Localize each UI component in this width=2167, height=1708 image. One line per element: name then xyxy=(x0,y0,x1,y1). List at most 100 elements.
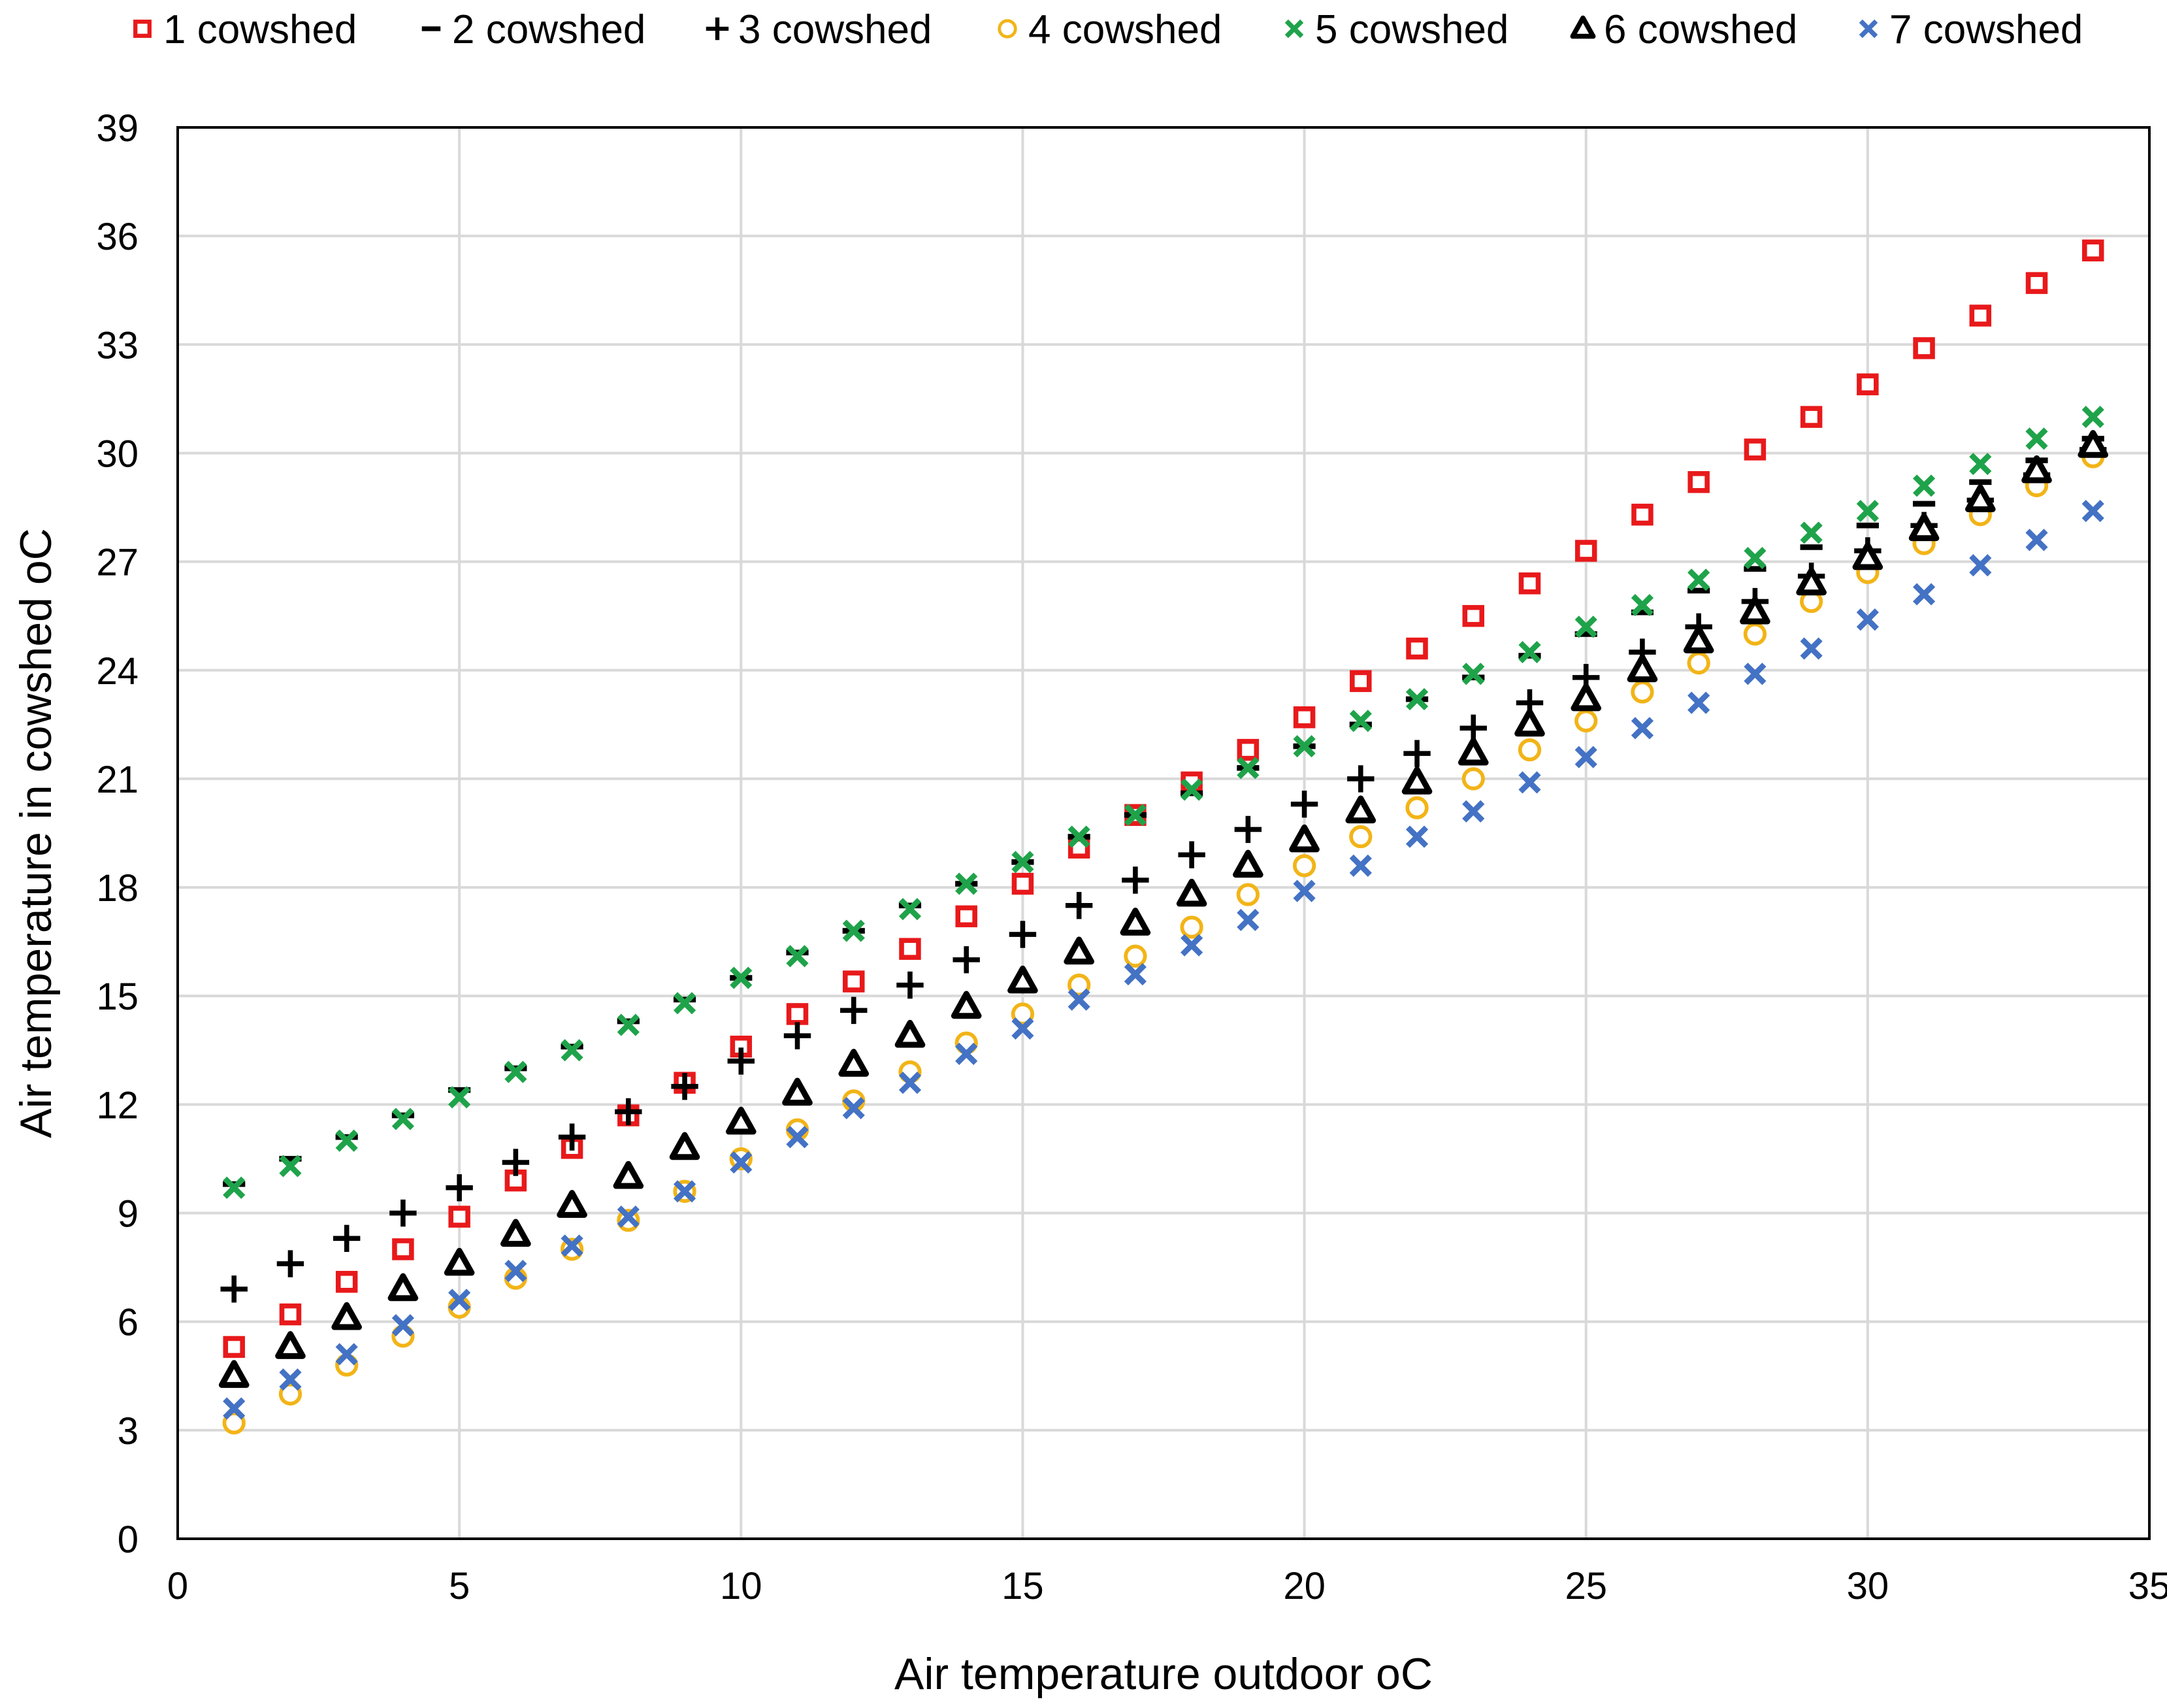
data-point xyxy=(1687,691,1710,714)
data-point xyxy=(1687,568,1710,591)
data-point xyxy=(279,1155,302,1177)
legend-label: 7 cowshed xyxy=(1889,7,2083,52)
data-point xyxy=(727,1047,755,1075)
data-point xyxy=(1067,973,1091,997)
data-point xyxy=(1178,841,1205,868)
x-tick-label: 20 xyxy=(1283,1565,1326,1607)
data-point xyxy=(1574,540,1597,562)
data-point xyxy=(898,1072,922,1094)
x-tick-label: 25 xyxy=(1565,1565,1607,1607)
data-point xyxy=(615,1098,642,1126)
data-point xyxy=(1518,572,1541,595)
data-point xyxy=(1007,965,1038,994)
data-point xyxy=(1124,944,1147,968)
series-5 xyxy=(223,405,2104,1199)
legend-label: 6 cowshed xyxy=(1604,7,1797,52)
data-points xyxy=(218,239,2109,1435)
data-point xyxy=(387,1273,419,1302)
data-point xyxy=(1290,790,1318,818)
data-point xyxy=(448,1206,470,1228)
data-point xyxy=(1349,854,1372,877)
data-point xyxy=(1347,765,1375,793)
data-point xyxy=(783,1022,811,1049)
data-point xyxy=(955,872,978,895)
data-point xyxy=(1403,740,1431,767)
data-point xyxy=(223,1336,245,1358)
data-point xyxy=(1064,936,1094,965)
y-tick-label: 6 xyxy=(118,1302,138,1344)
data-point xyxy=(1237,908,1260,932)
legend-item: 3 cowshed xyxy=(706,7,932,52)
data-point xyxy=(1292,854,1316,878)
data-point xyxy=(894,1019,926,1048)
data-point xyxy=(1176,878,1207,907)
data-point xyxy=(391,1314,415,1337)
data-point xyxy=(1237,757,1260,780)
data-point xyxy=(335,1271,358,1293)
data-point xyxy=(1293,734,1316,758)
data-point xyxy=(2025,529,2048,551)
y-tick-label: 3 xyxy=(118,1410,138,1453)
data-point xyxy=(1462,663,1485,685)
data-point xyxy=(2025,427,2048,450)
data-point xyxy=(335,1343,358,1366)
data-point xyxy=(1289,824,1320,853)
data-point xyxy=(673,992,696,1015)
data-point xyxy=(725,1106,757,1135)
data-point xyxy=(446,1174,473,1202)
data-point xyxy=(279,1303,302,1326)
data-point xyxy=(1405,687,1429,711)
data-point xyxy=(1631,503,1654,526)
data-point xyxy=(617,1205,640,1228)
data-point xyxy=(953,946,980,974)
data-point xyxy=(220,1275,248,1303)
data-point xyxy=(786,945,809,968)
data-point xyxy=(448,1086,471,1109)
data-point xyxy=(617,1013,640,1036)
data-point xyxy=(1856,499,1879,523)
data-point xyxy=(1631,680,1654,704)
data-point xyxy=(1181,934,1203,957)
data-point xyxy=(223,1176,246,1199)
data-point xyxy=(561,1039,583,1062)
data-point xyxy=(1405,796,1429,819)
data-point xyxy=(786,1126,809,1149)
data-point xyxy=(1518,738,1542,762)
data-point xyxy=(1458,737,1489,766)
data-point xyxy=(838,1049,870,1077)
data-point xyxy=(1744,438,1767,461)
data-point xyxy=(1011,851,1034,874)
legend-marker xyxy=(1570,15,1596,39)
data-point xyxy=(1743,622,1767,646)
x-tick-label: 30 xyxy=(1847,1565,1889,1607)
y-tick-label: 15 xyxy=(96,976,138,1018)
legend-label: 3 cowshed xyxy=(738,7,932,52)
data-point xyxy=(1913,337,1935,359)
data-point xyxy=(1574,709,1598,732)
series-7 xyxy=(223,499,2104,1420)
data-point xyxy=(1969,554,1992,577)
data-point xyxy=(1405,825,1429,848)
legend-marker xyxy=(706,17,729,41)
data-point xyxy=(1236,883,1260,906)
data-point xyxy=(1401,766,1433,795)
data-point xyxy=(669,1132,700,1160)
data-point xyxy=(1233,849,1263,878)
plot-area-frame xyxy=(176,126,2151,1540)
data-point xyxy=(782,1077,813,1106)
legend-label: 2 cowshed xyxy=(452,7,645,52)
legend-marker xyxy=(998,19,1017,39)
data-point xyxy=(1120,908,1151,936)
data-point xyxy=(333,1224,361,1253)
data-point xyxy=(898,898,922,921)
x-tick-label: 0 xyxy=(167,1565,188,1607)
data-point xyxy=(842,919,865,942)
data-point xyxy=(899,938,921,960)
data-point xyxy=(1180,915,1203,939)
series-1 xyxy=(223,239,2104,1358)
data-point xyxy=(218,1360,250,1388)
data-point xyxy=(558,1123,586,1151)
series-6 xyxy=(218,430,2109,1388)
legend-item: 6 cowshed xyxy=(1570,7,1797,52)
data-point xyxy=(730,966,753,989)
